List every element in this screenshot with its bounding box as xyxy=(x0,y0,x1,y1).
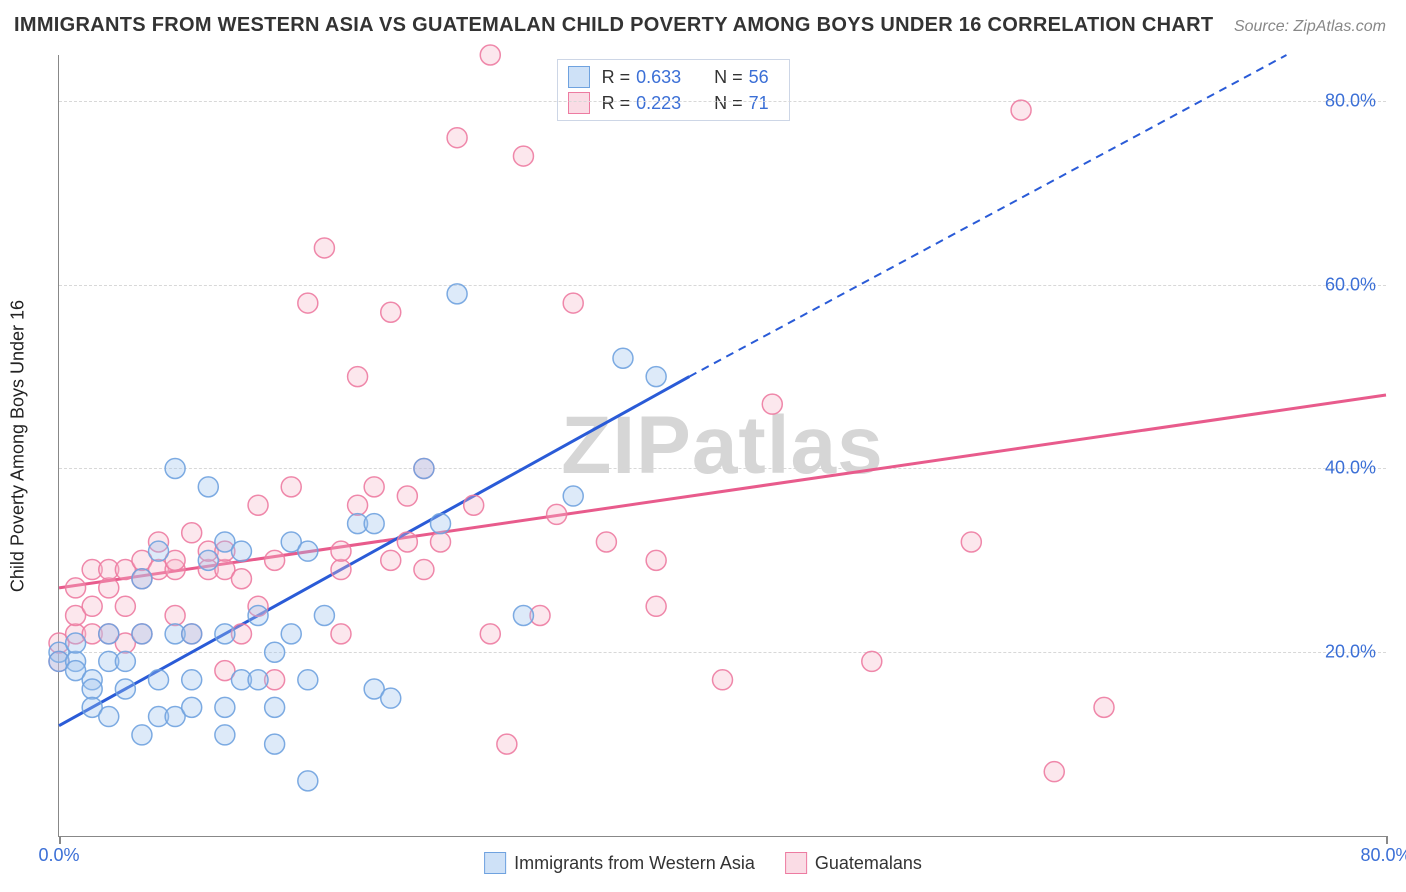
y-axis-label: Child Poverty Among Boys Under 16 xyxy=(8,300,29,592)
legend-series-label: Immigrants from Western Asia xyxy=(514,853,755,874)
x-tick-label: 80.0% xyxy=(1360,845,1406,866)
legend-series-label: Guatemalans xyxy=(815,853,922,874)
x-tick xyxy=(1386,836,1388,844)
legend-series: Immigrants from Western Asia Guatemalans xyxy=(484,852,922,874)
plot-area: ZIPatlas R =0.633N =56R =0.223N =71 20.0… xyxy=(58,55,1386,837)
x-tick-label: 0.0% xyxy=(38,845,79,866)
legend-swatch xyxy=(484,852,506,874)
x-tick xyxy=(59,836,61,844)
source-attribution: Source: ZipAtlas.com xyxy=(1234,18,1386,36)
legend-series-item: Immigrants from Western Asia xyxy=(484,852,755,874)
legend-swatch xyxy=(785,852,807,874)
chart-title: IMMIGRANTS FROM WESTERN ASIA VS GUATEMAL… xyxy=(14,14,1213,37)
legend-series-item: Guatemalans xyxy=(785,852,922,874)
chart-svg xyxy=(59,55,1386,836)
